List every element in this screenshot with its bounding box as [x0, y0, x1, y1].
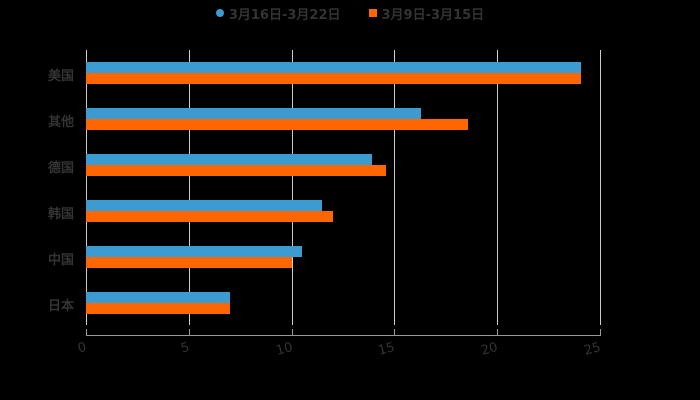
- x-tick-label: 5: [179, 340, 192, 357]
- legend-circle-icon: [215, 9, 224, 17]
- gridline: [600, 50, 601, 325]
- category-label: 日本: [47, 299, 74, 314]
- x-tick-label: 10: [274, 340, 295, 359]
- category-label: 其他: [47, 115, 74, 130]
- chart-legend: 3月16日-3月22日 3月9日-3月15日: [0, 4, 700, 23]
- bar-series-2[interactable]: [86, 303, 230, 314]
- x-axis-line: [86, 335, 601, 336]
- y-axis-line: [86, 50, 87, 325]
- x-axis-tick: [394, 329, 395, 335]
- legend-label: 3月16日-3月22日: [228, 7, 341, 23]
- legend-label: 3月9日-3月15日: [381, 7, 485, 23]
- bar-series-2[interactable]: [86, 119, 469, 130]
- bar-series-1[interactable]: [86, 154, 372, 165]
- bar-series-1[interactable]: [86, 292, 230, 303]
- x-axis-tick: [292, 329, 293, 335]
- category-label: 德国: [47, 161, 74, 176]
- plot-area: 0 5 10 15 20 25: [76, 50, 603, 359]
- gridline: [189, 50, 190, 325]
- x-axis-tick: [189, 329, 190, 335]
- x-tick-label: 0: [76, 340, 89, 357]
- legend-square-icon: [368, 9, 377, 17]
- bar-series-1[interactable]: [86, 62, 582, 73]
- bar-series-2[interactable]: [86, 257, 292, 268]
- bar-series-1[interactable]: [86, 246, 302, 257]
- gridline: [292, 50, 293, 325]
- bar-series-2[interactable]: [86, 211, 333, 222]
- x-tick-label: 15: [376, 340, 397, 359]
- x-tick-label: 25: [582, 340, 603, 359]
- bar-series-2[interactable]: [86, 165, 387, 176]
- legend-item-series-2[interactable]: 3月9日-3月15日: [368, 4, 485, 23]
- bar-series-1[interactable]: [86, 108, 422, 119]
- legend-item-series-1[interactable]: 3月16日-3月22日: [215, 4, 341, 23]
- category-label: 韩国: [47, 207, 74, 222]
- x-axis-tick: [497, 329, 498, 335]
- x-axis-tick: [86, 329, 87, 335]
- category-label: 中国: [47, 253, 74, 268]
- x-axis-tick: [600, 329, 601, 335]
- category-label: 美国: [47, 69, 74, 84]
- gridline: [394, 50, 395, 325]
- bar-series-1[interactable]: [86, 200, 323, 211]
- bar-series-2[interactable]: [86, 73, 582, 84]
- gridline: [497, 50, 498, 325]
- x-tick-label: 20: [479, 340, 500, 359]
